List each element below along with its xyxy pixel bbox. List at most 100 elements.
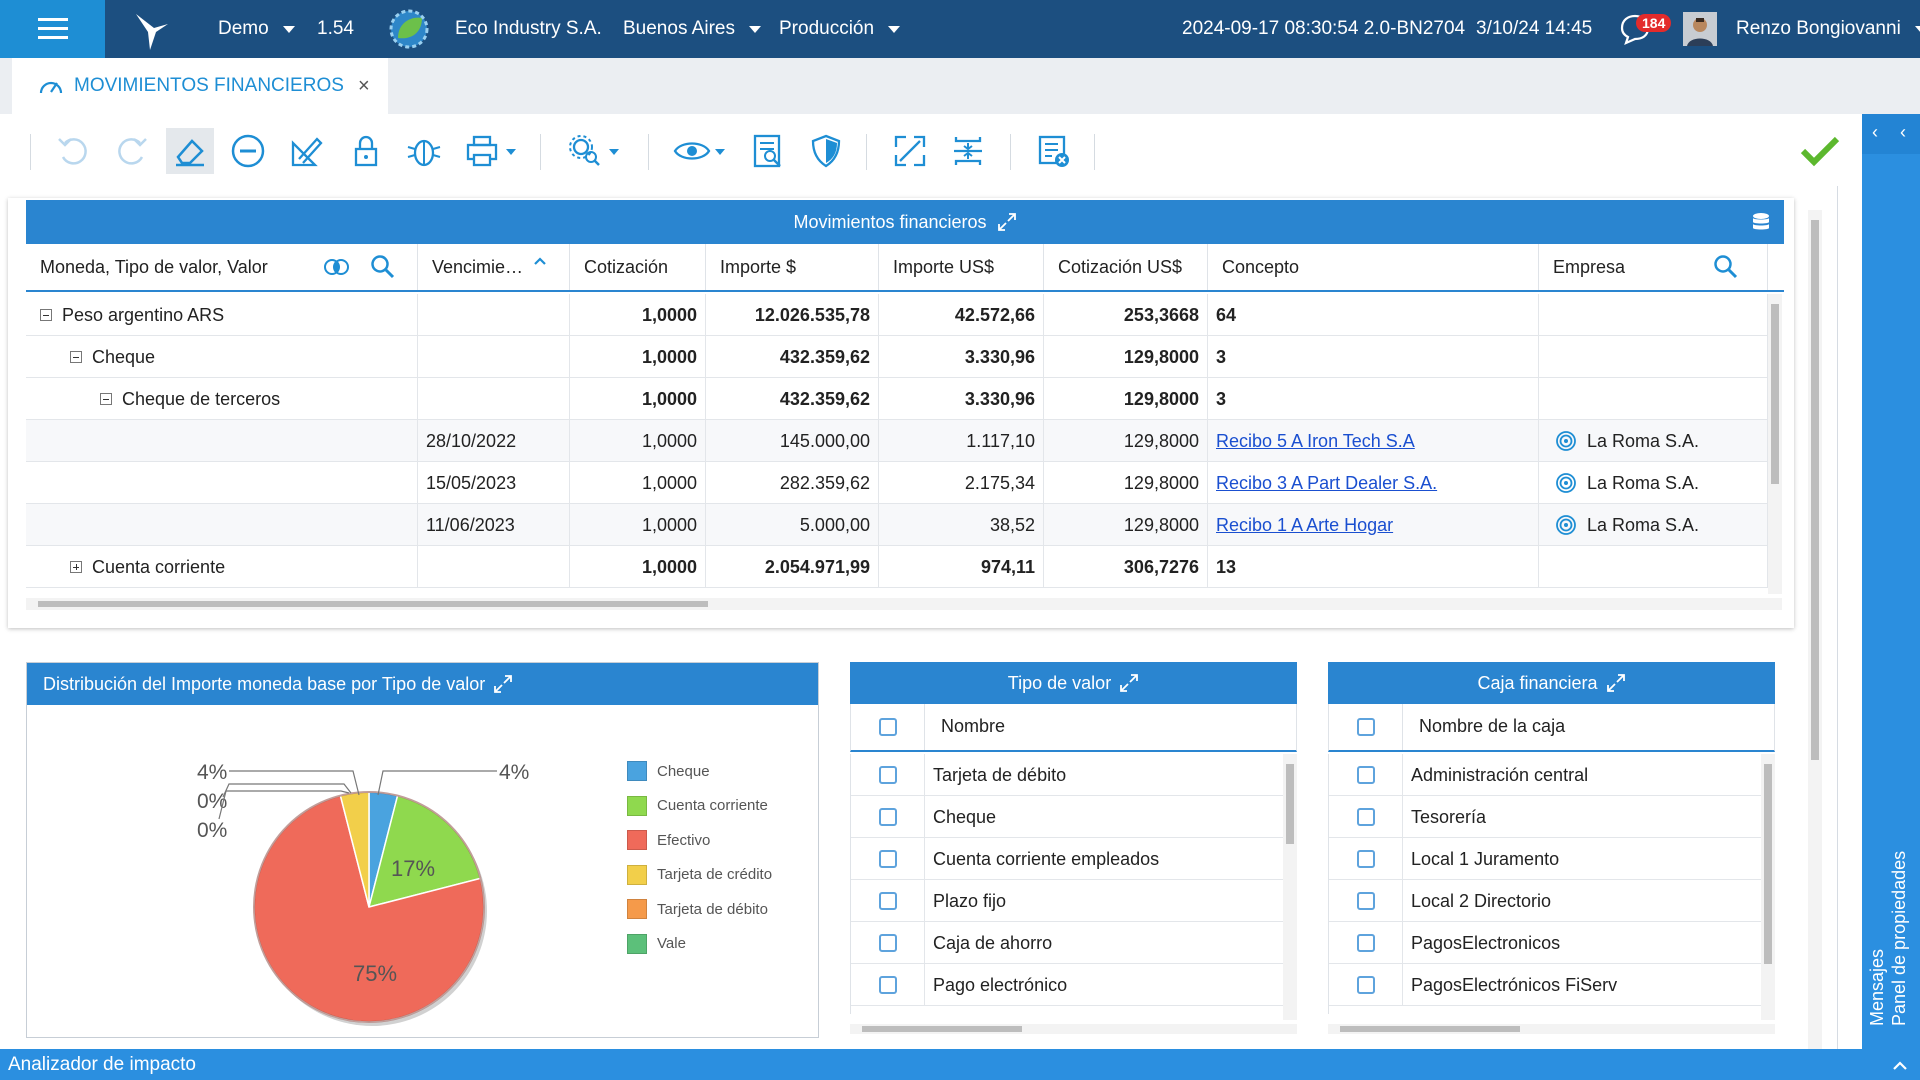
table-row[interactable]: Cheque de terceros 1,0000 432.359,62 3.3… bbox=[26, 378, 1768, 420]
expand-toggle[interactable] bbox=[70, 561, 82, 573]
avatar[interactable] bbox=[1683, 0, 1717, 58]
legend-item[interactable]: Cheque bbox=[627, 761, 710, 781]
eraser-button[interactable] bbox=[166, 128, 214, 174]
row-checkbox[interactable] bbox=[1356, 892, 1375, 910]
user-dropdown[interactable]: Renzo Bongiovanni bbox=[1736, 0, 1920, 58]
impact-analyzer-bar[interactable]: Analizador de impacto bbox=[0, 1049, 1920, 1080]
concepto-link[interactable]: Recibo 1 A Arte Hogar bbox=[1216, 514, 1394, 535]
settings-button[interactable] bbox=[562, 128, 628, 174]
legend-item[interactable]: Vale bbox=[627, 933, 686, 954]
table-row[interactable]: 15/05/2023 1,0000 282.359,62 2.175,34 12… bbox=[26, 462, 1768, 504]
list-item[interactable]: Cuenta corriente empleados bbox=[851, 838, 1283, 880]
col-header-moneda[interactable]: Moneda, Tipo de valor, Valor bbox=[26, 244, 418, 290]
confirm-button[interactable] bbox=[1796, 128, 1844, 174]
expand-button[interactable] bbox=[886, 128, 934, 174]
collapse-toggle[interactable] bbox=[70, 351, 82, 363]
messages-tab[interactable]: Mensajes bbox=[1867, 948, 1887, 1026]
list-item[interactable]: PagosElectrónicos FiServ bbox=[1329, 964, 1761, 1006]
pie-slice-tarjeta-de-cr-dito[interactable] bbox=[339, 791, 370, 908]
row-checkbox[interactable] bbox=[878, 934, 897, 952]
list-item[interactable]: Plazo fijo bbox=[851, 880, 1283, 922]
concepto-link[interactable]: Recibo 5 A Iron Tech S.A bbox=[1216, 430, 1415, 451]
tab-close-button[interactable]: × bbox=[358, 74, 370, 97]
grid-vertical-scrollbar[interactable] bbox=[1768, 294, 1782, 594]
city-dropdown[interactable]: Buenos Aires bbox=[623, 0, 761, 58]
row-checkbox[interactable] bbox=[1356, 850, 1375, 868]
legend-item[interactable]: Tarjeta de crédito bbox=[627, 864, 772, 885]
redo-button[interactable] bbox=[108, 128, 156, 174]
debug-button[interactable] bbox=[400, 128, 448, 174]
expand-panel-icon[interactable] bbox=[1119, 673, 1139, 693]
expand-panel-icon[interactable] bbox=[1606, 673, 1626, 693]
table-row[interactable]: Cuenta corriente 1,0000 2.054.971,99 974… bbox=[26, 546, 1768, 588]
collapse-toggle[interactable] bbox=[100, 393, 112, 405]
company-name[interactable]: Eco Industry S.A. bbox=[455, 18, 602, 39]
col-header-nombre-caja[interactable]: Nombre de la caja bbox=[1419, 716, 1566, 736]
database-icon[interactable] bbox=[1750, 211, 1772, 233]
page-scrollbar[interactable] bbox=[1808, 210, 1822, 1050]
col-header-vencimiento[interactable]: Vencimie… bbox=[418, 244, 570, 290]
search-icon[interactable] bbox=[1713, 254, 1739, 280]
row-checkbox[interactable] bbox=[1356, 766, 1375, 784]
list-item[interactable]: Local 2 Directorio bbox=[1329, 880, 1761, 922]
chevron-up-icon[interactable] bbox=[1892, 1059, 1908, 1071]
col-header-cotizacion-usd[interactable]: Cotización US$ bbox=[1044, 244, 1208, 290]
select-all-checkbox[interactable] bbox=[1356, 718, 1375, 736]
list-item[interactable]: Pago electrónico bbox=[851, 964, 1283, 1006]
col-header-concepto[interactable]: Concepto bbox=[1208, 244, 1539, 290]
list-horizontal-scrollbar[interactable] bbox=[850, 1024, 1297, 1034]
row-checkbox[interactable] bbox=[878, 892, 897, 910]
pie-slice-efectivo[interactable] bbox=[253, 794, 485, 1023]
concepto-link[interactable]: Recibo 3 A Part Dealer S.A. bbox=[1216, 472, 1438, 493]
list-item[interactable]: Caja de ahorro bbox=[851, 922, 1283, 964]
grid-horizontal-scrollbar[interactable] bbox=[26, 598, 1782, 610]
properties-panel-tab[interactable]: Panel de propiedades bbox=[1889, 850, 1909, 1026]
list-item[interactable]: Tesorería bbox=[1329, 796, 1761, 838]
collapse-right-icon[interactable]: ‹ bbox=[1900, 122, 1906, 142]
collapse-left-icon[interactable]: ‹ bbox=[1872, 122, 1878, 142]
list-item[interactable]: PagosElectronicos bbox=[1329, 922, 1761, 964]
row-checkbox[interactable] bbox=[1356, 808, 1375, 826]
collapse-toggle[interactable] bbox=[40, 309, 52, 321]
list-scrollbar[interactable] bbox=[1283, 754, 1297, 1020]
report-button[interactable] bbox=[744, 128, 792, 174]
split-button[interactable] bbox=[944, 128, 992, 174]
expand-panel-icon[interactable] bbox=[493, 674, 513, 694]
col-header-importe-usd[interactable]: Importe US$ bbox=[879, 244, 1044, 290]
legend-item[interactable]: Efectivo bbox=[627, 830, 710, 850]
list-horizontal-scrollbar[interactable] bbox=[1328, 1024, 1775, 1034]
checklist-cancel-button[interactable] bbox=[1030, 128, 1078, 174]
lock-button[interactable] bbox=[342, 128, 390, 174]
mode-dropdown[interactable]: Producción bbox=[779, 0, 901, 58]
tab-movimientos-financieros[interactable]: MOVIMIENTOS FINANCIEROS × bbox=[12, 58, 388, 114]
security-button[interactable] bbox=[802, 128, 850, 174]
col-header-importe[interactable]: Importe $ bbox=[706, 244, 879, 290]
table-row[interactable]: 11/06/2023 1,0000 5.000,00 38,52 129,800… bbox=[26, 504, 1768, 546]
legend-item[interactable]: Tarjeta de débito bbox=[627, 899, 768, 919]
app-logo[interactable] bbox=[132, 0, 172, 58]
remove-button[interactable] bbox=[224, 128, 272, 174]
row-checkbox[interactable] bbox=[878, 850, 897, 868]
list-item[interactable]: Local 1 Juramento bbox=[1329, 838, 1761, 880]
table-row[interactable]: 28/10/2022 1,0000 145.000,00 1.117,10 12… bbox=[26, 420, 1768, 462]
expand-panel-icon[interactable] bbox=[997, 212, 1017, 232]
toggle-circles-icon[interactable] bbox=[322, 257, 352, 277]
sort-asc-icon[interactable] bbox=[533, 256, 547, 266]
select-all-checkbox[interactable] bbox=[878, 718, 897, 736]
col-header-nombre[interactable]: Nombre bbox=[941, 716, 1006, 736]
undo-button[interactable] bbox=[49, 128, 97, 174]
row-checkbox[interactable] bbox=[878, 766, 897, 784]
row-checkbox[interactable] bbox=[1356, 976, 1375, 994]
design-button[interactable] bbox=[283, 128, 331, 174]
list-item[interactable]: Administración central bbox=[1329, 754, 1761, 796]
list-item[interactable]: Tarjeta de débito bbox=[851, 754, 1283, 796]
col-header-empresa[interactable]: Empresa bbox=[1539, 244, 1768, 290]
legend-item[interactable]: Cuenta corriente bbox=[627, 795, 768, 816]
view-button[interactable] bbox=[668, 128, 734, 174]
menu-button[interactable] bbox=[0, 0, 105, 58]
search-icon[interactable] bbox=[370, 254, 396, 280]
list-item[interactable]: Cheque bbox=[851, 796, 1283, 838]
row-checkbox[interactable] bbox=[878, 976, 897, 994]
pie-slice-cuenta-corriente[interactable] bbox=[367, 794, 482, 909]
col-header-cotizacion[interactable]: Cotización bbox=[570, 244, 706, 290]
